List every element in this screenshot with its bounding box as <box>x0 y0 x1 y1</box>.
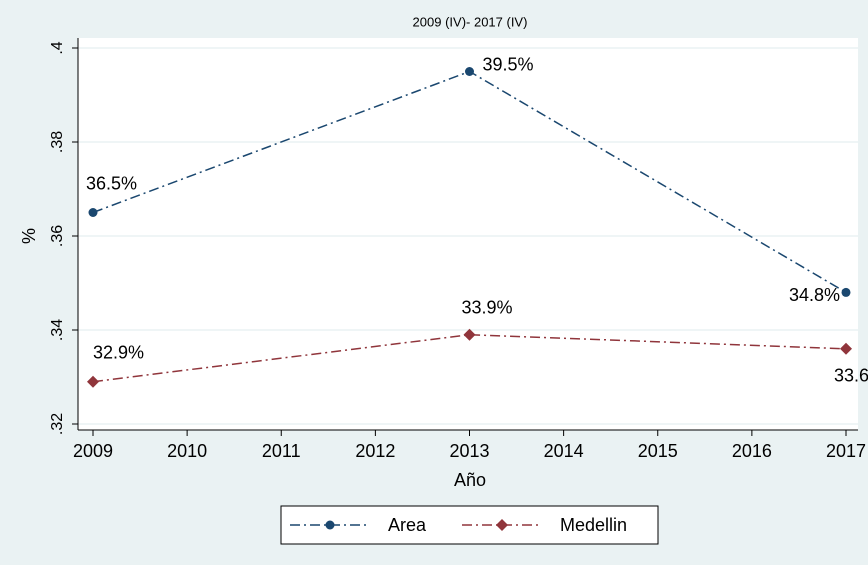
x-axis-label: Año <box>454 470 486 490</box>
x-tick-label: 2013 <box>449 441 489 461</box>
y-tick-label: .34 <box>49 319 66 341</box>
y-tick-label: .36 <box>49 225 66 247</box>
data-point <box>465 67 474 76</box>
x-tick-label: 2010 <box>167 441 207 461</box>
legend-marker <box>325 520 335 530</box>
y-axis-label: % <box>19 228 39 244</box>
data-label: 33.9% <box>462 297 513 317</box>
data-point <box>87 375 99 388</box>
plot-area <box>78 38 858 430</box>
y-tick-label: .38 <box>49 131 66 153</box>
x-tick-label: 2011 <box>262 441 301 461</box>
x-tick-label: 2017 <box>826 441 866 461</box>
data-point <box>463 328 476 341</box>
x-tick-label: 2012 <box>355 441 395 461</box>
x-tick-label: 2015 <box>638 441 678 461</box>
data-label: 34.8% <box>789 285 840 305</box>
data-label: 39.5% <box>483 54 534 74</box>
x-tick-label: 2014 <box>544 441 584 461</box>
data-point <box>841 287 851 297</box>
data-label: 36.5% <box>86 173 137 193</box>
y-tick-label: .32 <box>49 413 66 435</box>
legend-label: Medellin <box>560 515 627 535</box>
data-label: 32.9% <box>93 342 144 362</box>
data-point <box>88 208 98 217</box>
legend-label: Area <box>388 515 427 535</box>
data-point <box>840 342 852 355</box>
series-line <box>92 333 847 383</box>
chart-title: 2009 (IV)- 2017 (IV) <box>413 14 528 29</box>
x-tick-label: 2009 <box>73 441 113 461</box>
data-label: 33.6% <box>834 366 868 386</box>
x-tick-label: 2016 <box>732 441 772 461</box>
y-tick-label: .4 <box>49 41 66 54</box>
legend-marker <box>496 519 508 531</box>
